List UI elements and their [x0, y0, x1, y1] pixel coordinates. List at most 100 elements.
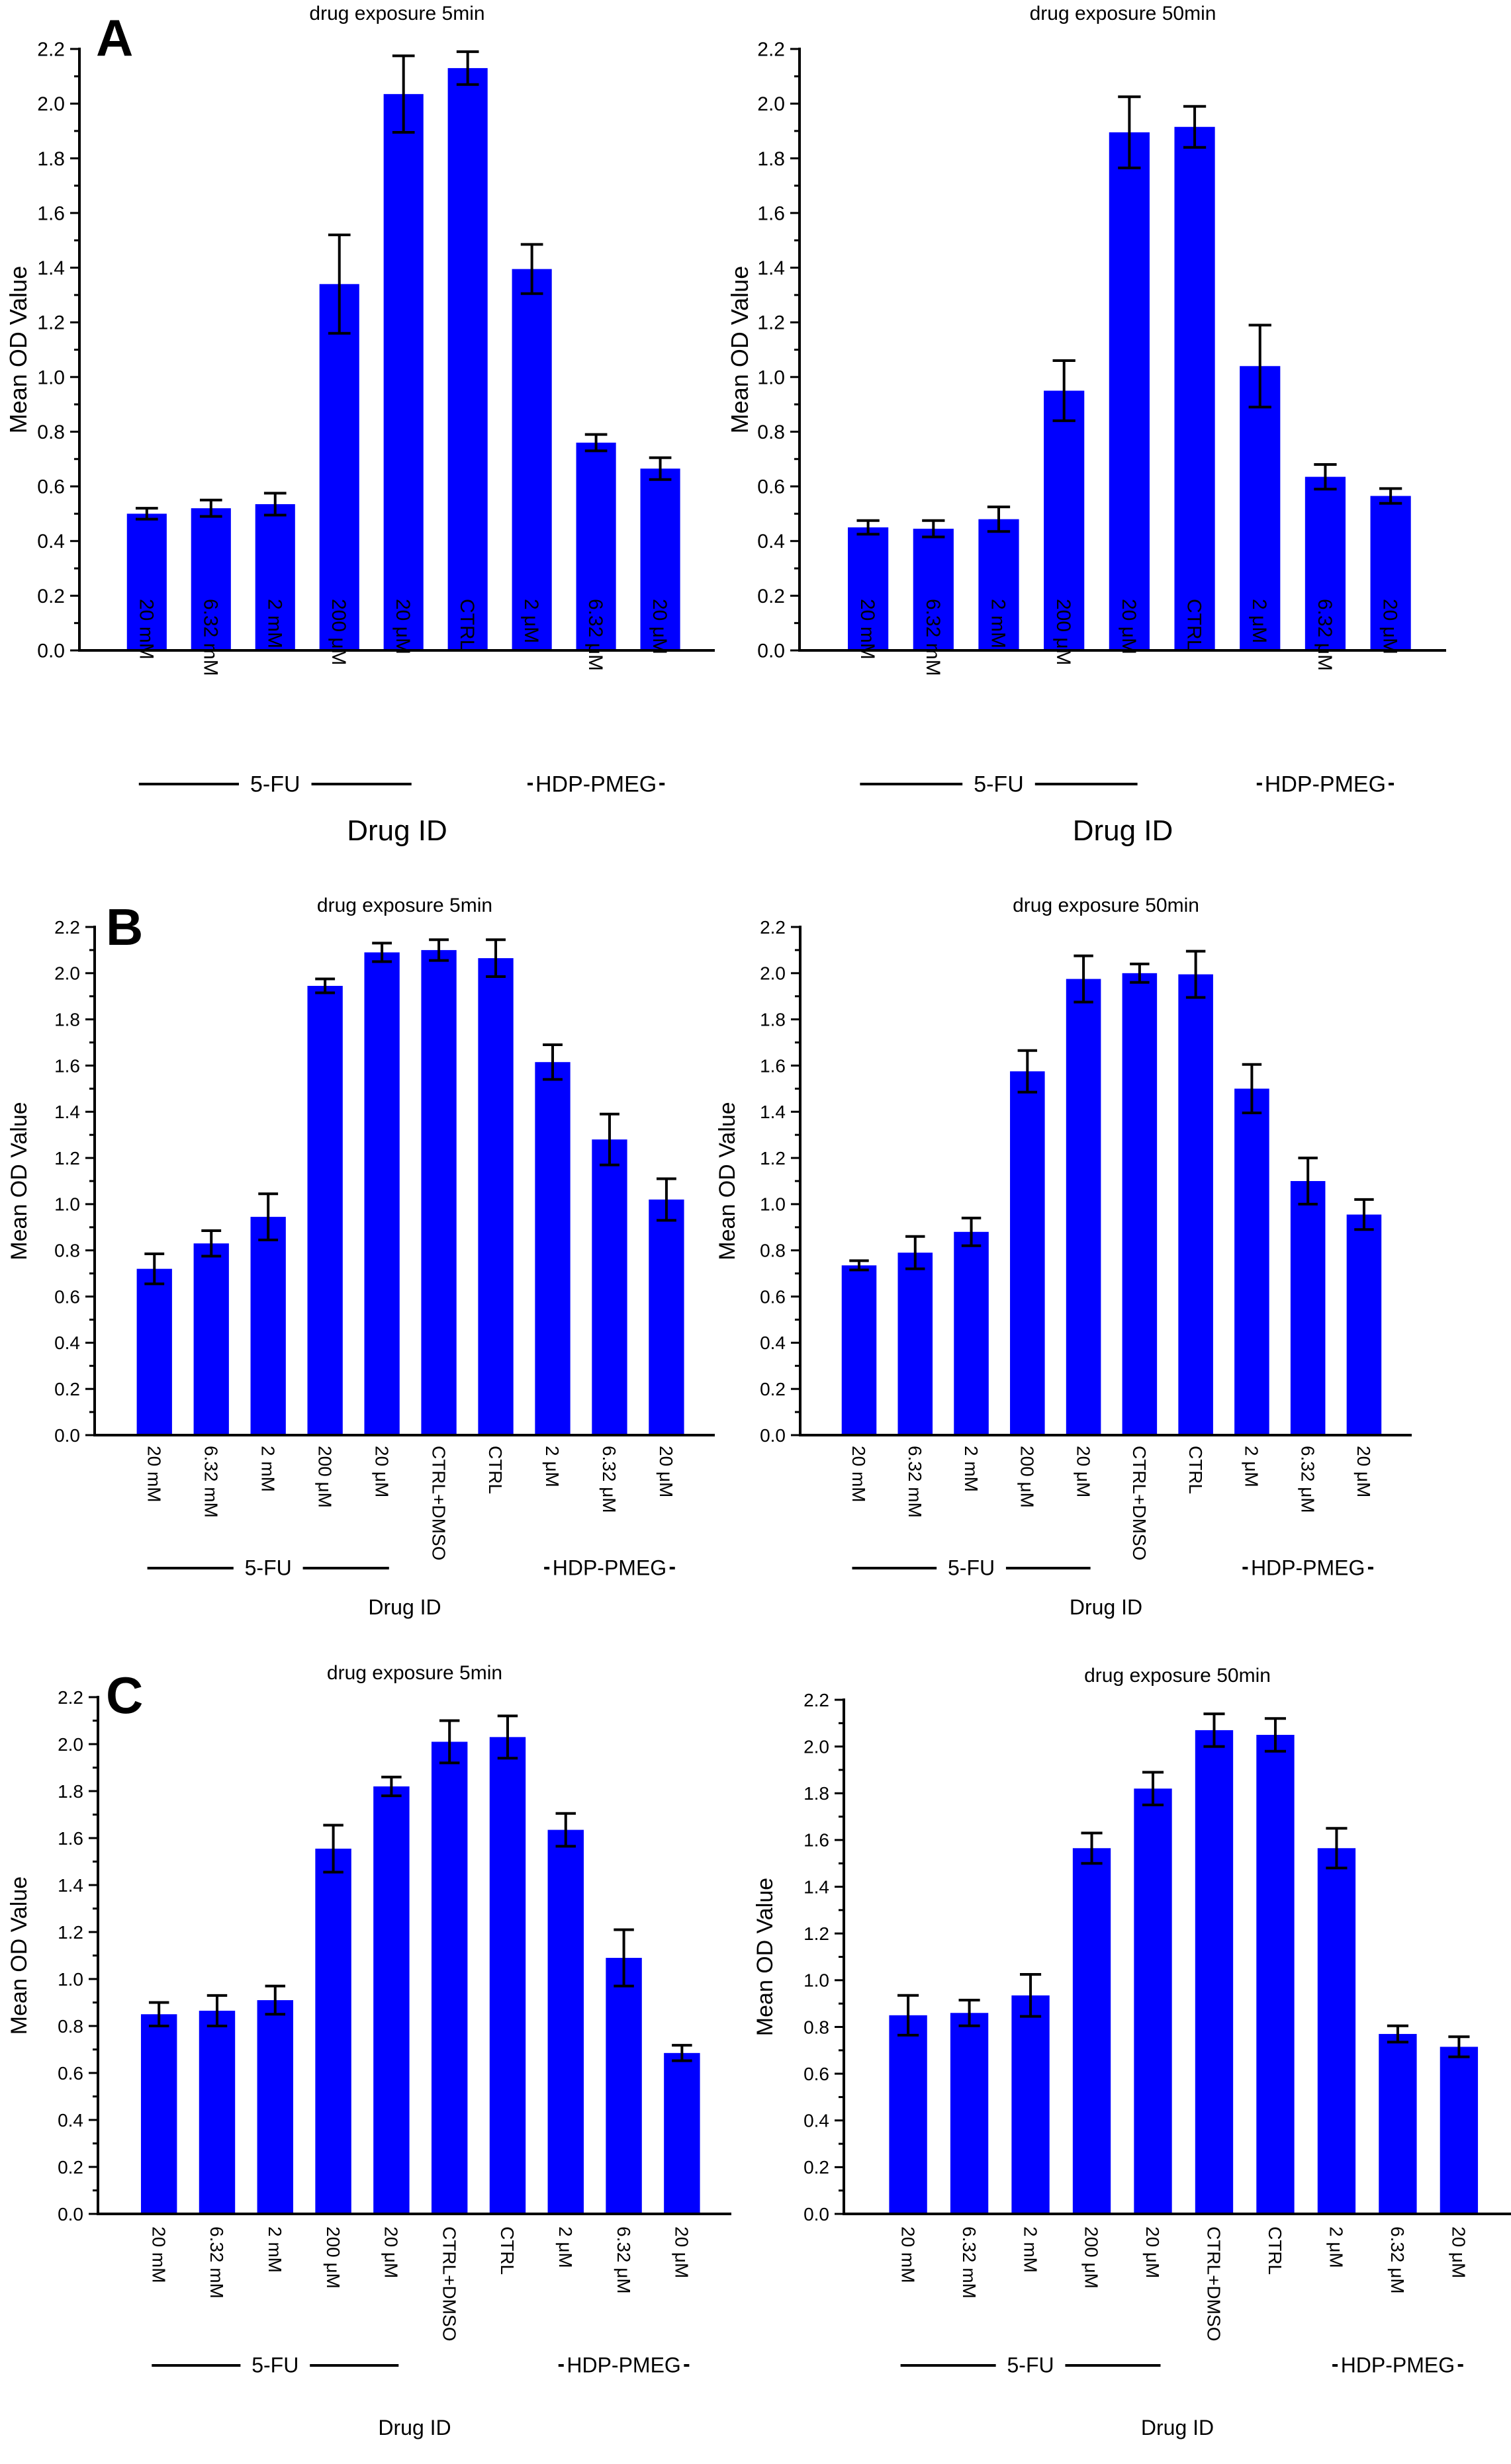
error-bar [328, 233, 351, 335]
bar [512, 269, 552, 651]
x-tick-label: 200 μM [314, 1446, 335, 1508]
bar [1346, 1214, 1382, 1435]
y-tick-label: 1.6 [37, 202, 65, 224]
group-label: HDP-PMEG [1341, 2354, 1455, 2377]
x-tick-label: 20 μM [1073, 1446, 1093, 1497]
y-tick-label: 0.6 [54, 1286, 80, 1307]
panel-letter-c: C [106, 1666, 144, 1724]
x-tick-label: 20 μM [672, 2226, 692, 2278]
error-bar [265, 1984, 286, 2016]
x-tick-label: 20 μM [1449, 2226, 1469, 2278]
group-label: HDP-PMEG [1265, 771, 1386, 797]
x-tick-label: CTRL [1183, 599, 1205, 650]
error-bar [897, 1994, 919, 2037]
x-tick-label: 6.32 μM [1387, 2226, 1408, 2294]
error-bar [392, 54, 415, 134]
bar [664, 2052, 700, 2214]
bar [1317, 1848, 1356, 2214]
y-tick-label: 2.2 [58, 1687, 83, 1708]
bar [373, 1786, 410, 2214]
x-tick-label: 20 μM [1353, 1446, 1374, 1497]
y-tick-label: 0.2 [760, 1379, 786, 1399]
chart-a-50min: drug exposure 50min 20 mM 6.32 mM 2 mM 200 μ… [721, 0, 1511, 860]
bar [431, 1741, 468, 2214]
y-axis-label: Mean OD Value [753, 1878, 778, 2036]
bar [1174, 126, 1215, 650]
bar [950, 2013, 989, 2214]
bar [255, 504, 295, 650]
y-tick-label: 1.4 [54, 1102, 80, 1122]
error-bar [1130, 962, 1150, 984]
x-axis-label: Drug ID [378, 2416, 451, 2440]
x-tick-label: 20 μM [371, 1446, 392, 1497]
y-tick-label: 1.8 [757, 148, 785, 170]
x-tick-label: 6.32 μM [1297, 1446, 1318, 1513]
error-bar [614, 1928, 634, 1988]
bar [126, 513, 167, 650]
error-bar [1387, 2024, 1408, 2044]
bar [1134, 1788, 1172, 2214]
error-bar [199, 498, 222, 518]
y-axis-label: Mean OD Value [726, 266, 753, 433]
bar [841, 1265, 877, 1435]
error-bar [439, 1719, 460, 1765]
group-label: 5-FU [250, 771, 300, 797]
x-tick-label: CTRL+DMSO [1204, 2226, 1224, 2341]
bar [897, 1253, 933, 1435]
bar [1122, 973, 1158, 1435]
x-tick-label: 2 mM [263, 599, 285, 648]
y-tick-label: 0.0 [803, 2204, 829, 2224]
error-bar [958, 1998, 980, 2027]
bar [489, 1737, 526, 2214]
bar [307, 986, 343, 1435]
y-tick-label: 2.2 [757, 39, 785, 61]
y-tick-label: 0.4 [54, 1333, 80, 1353]
y-tick-label: 0.8 [54, 1241, 80, 1261]
bar [649, 1199, 684, 1435]
error-bar [1203, 1712, 1225, 1748]
y-tick-label: 0.0 [757, 640, 785, 662]
bar [954, 1231, 989, 1435]
error-bar [1354, 1198, 1374, 1231]
y-tick-label: 1.4 [757, 257, 785, 279]
y-axis-label: Mean OD Value [5, 266, 32, 433]
group-label: 5-FU [245, 1556, 292, 1580]
y-tick-label: 1.4 [803, 1876, 829, 1897]
bar [1256, 1734, 1295, 2214]
error-bar [429, 938, 449, 962]
x-tick-label: CTRL [1185, 1446, 1206, 1494]
x-tick-label: CTRL [485, 1446, 506, 1494]
error-bar [1183, 105, 1207, 149]
y-tick-label: 0.6 [803, 2064, 829, 2084]
y-tick-label: 2.2 [54, 917, 80, 938]
y-tick-label: 0.0 [54, 1425, 80, 1446]
error-bar [135, 507, 158, 521]
bar [1305, 476, 1346, 650]
y-tick-label: 0.4 [757, 531, 785, 552]
bar [383, 94, 424, 651]
y-tick-label: 0.2 [58, 2157, 83, 2178]
x-tick-label: 6.32 μM [614, 2226, 634, 2294]
y-tick-label: 2.2 [37, 39, 65, 61]
y-tick-label: 1.4 [58, 1875, 83, 1896]
y-tick-label: 0.6 [37, 476, 65, 498]
y-tick-label: 0.4 [803, 2111, 829, 2131]
y-tick-label: 1.8 [803, 1783, 829, 1804]
x-tick-label: 6.32 mM [199, 599, 221, 676]
x-tick-label: 20 μM [1118, 599, 1140, 654]
y-tick-label: 2.0 [760, 963, 786, 984]
bar [1178, 974, 1213, 1435]
error-bar [905, 1235, 925, 1270]
x-axis-label: Drug ID [1141, 2416, 1214, 2440]
x-tick-label: 20 μM [392, 599, 414, 654]
x-tick-label: CTRL [456, 599, 478, 650]
bar [1072, 1848, 1111, 2214]
bar [592, 1139, 627, 1435]
y-tick-label: 0.6 [757, 476, 785, 498]
x-tick-label: CTRL [1265, 2226, 1285, 2275]
y-tick-label: 1.0 [58, 1969, 83, 1990]
error-bar [1052, 359, 1076, 422]
error-bar [206, 1994, 228, 2027]
